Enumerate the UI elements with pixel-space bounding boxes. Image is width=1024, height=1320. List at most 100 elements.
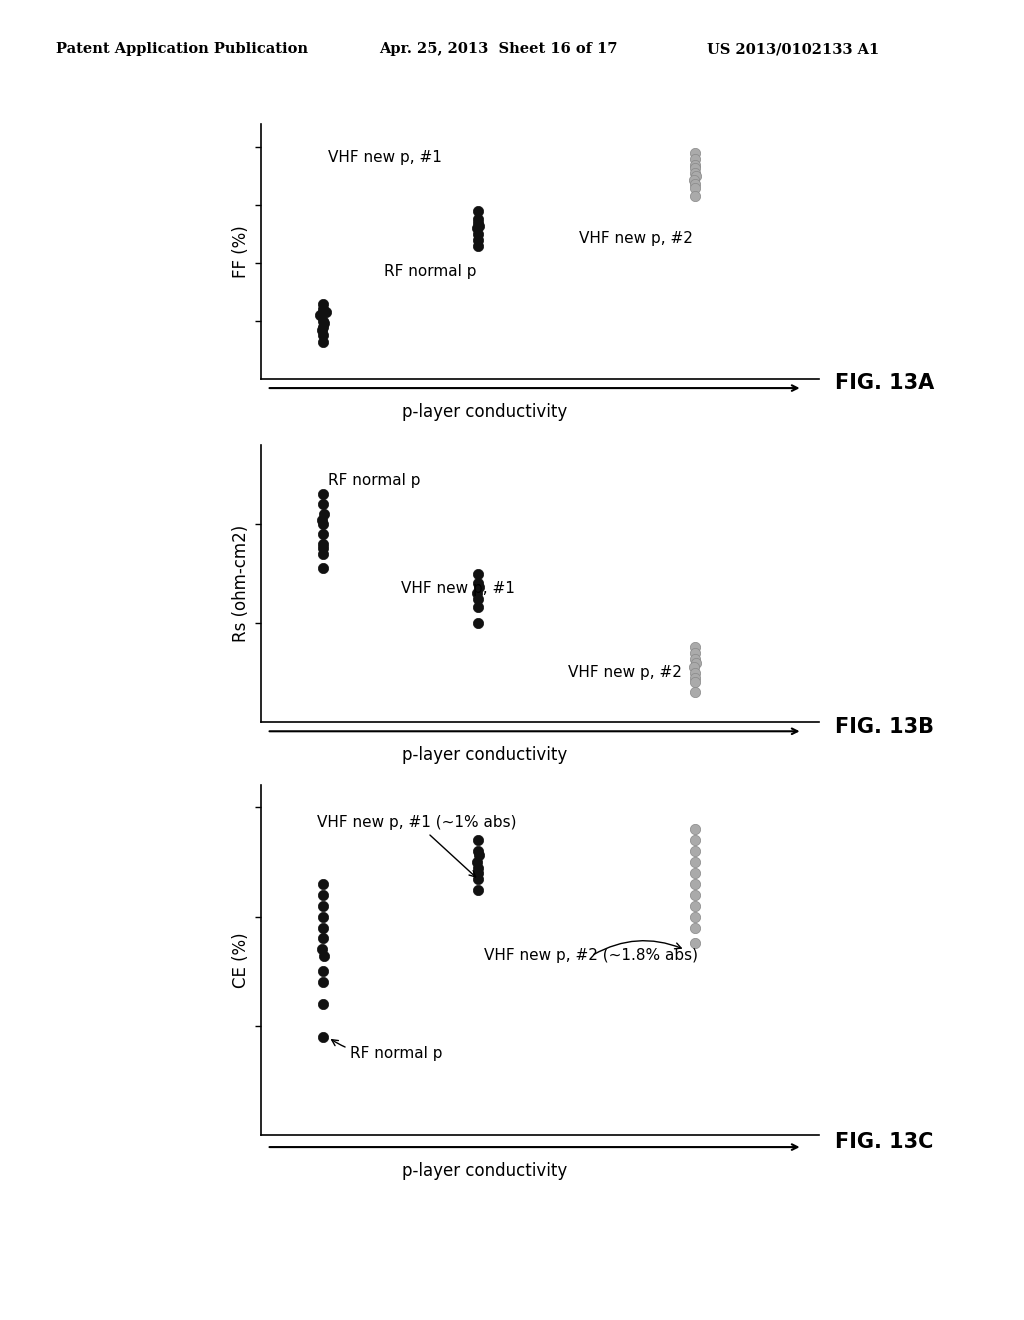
Text: FIG. 13B: FIG. 13B xyxy=(835,717,934,737)
Point xyxy=(687,841,703,862)
Point xyxy=(313,319,330,341)
Point xyxy=(470,201,486,222)
Y-axis label: Rs (ohm-cm2): Rs (ohm-cm2) xyxy=(232,525,250,642)
Point xyxy=(315,523,332,544)
Point xyxy=(687,906,703,927)
Point xyxy=(687,648,703,669)
Point xyxy=(315,972,332,993)
Point xyxy=(313,510,330,531)
Point xyxy=(686,169,702,190)
Point xyxy=(687,661,703,684)
Point xyxy=(315,895,332,916)
Point xyxy=(315,533,332,554)
Text: FIG. 13A: FIG. 13A xyxy=(835,374,934,393)
Point xyxy=(315,1026,332,1047)
Text: p-layer conductivity: p-layer conductivity xyxy=(401,1162,567,1180)
Point xyxy=(313,939,330,960)
Point xyxy=(315,513,332,535)
Point xyxy=(470,589,486,610)
Point xyxy=(470,213,486,234)
Point xyxy=(470,235,486,256)
Point xyxy=(687,185,703,206)
Point xyxy=(687,681,703,702)
Point xyxy=(315,537,332,558)
Text: VHF new p, #2: VHF new p, #2 xyxy=(568,665,682,680)
Point xyxy=(687,851,703,873)
Point xyxy=(315,331,332,352)
Text: Patent Application Publication: Patent Application Publication xyxy=(56,42,308,57)
Point xyxy=(687,818,703,840)
Point xyxy=(470,209,486,230)
Text: VHF new p, #1 (~1% abs): VHF new p, #1 (~1% abs) xyxy=(317,816,516,876)
Point xyxy=(315,906,332,927)
Point xyxy=(687,154,703,176)
Text: VHF new p, #2 (~1.8% abs): VHF new p, #2 (~1.8% abs) xyxy=(484,941,698,964)
Point xyxy=(470,858,486,879)
Text: VHF new p, #2: VHF new p, #2 xyxy=(580,231,693,247)
Text: RF normal p: RF normal p xyxy=(384,264,476,280)
Point xyxy=(470,841,486,862)
Point xyxy=(687,636,703,657)
Y-axis label: CE (%): CE (%) xyxy=(232,932,250,989)
Point xyxy=(687,177,703,198)
Point xyxy=(312,305,329,326)
Point xyxy=(686,656,702,677)
Text: FIG. 13C: FIG. 13C xyxy=(835,1133,933,1152)
Text: p-layer conductivity: p-layer conductivity xyxy=(401,403,567,421)
Point xyxy=(470,880,486,902)
Point xyxy=(315,494,332,515)
Text: VHF new p, #1: VHF new p, #1 xyxy=(400,582,514,597)
Y-axis label: FF (%): FF (%) xyxy=(232,226,250,277)
Point xyxy=(469,582,485,603)
Point xyxy=(687,874,703,895)
Point xyxy=(687,672,703,693)
Point xyxy=(315,317,332,338)
Point xyxy=(687,643,703,664)
Point xyxy=(687,895,703,916)
Point xyxy=(315,298,332,319)
Point xyxy=(315,917,332,939)
Point xyxy=(315,293,332,314)
Point xyxy=(315,325,332,346)
Point xyxy=(318,301,335,322)
Point xyxy=(687,884,703,906)
Point xyxy=(315,544,332,565)
Point xyxy=(688,652,705,673)
Point xyxy=(687,148,703,169)
Point xyxy=(470,562,486,583)
Point xyxy=(687,143,703,164)
Point xyxy=(688,165,705,186)
Point xyxy=(316,313,333,334)
Point xyxy=(470,862,486,883)
Point xyxy=(315,874,332,895)
Point xyxy=(315,884,332,906)
Point xyxy=(315,557,332,578)
Point xyxy=(687,157,703,178)
Point xyxy=(470,573,486,594)
Point xyxy=(470,829,486,850)
Point xyxy=(316,503,333,524)
Text: US 2013/0102133 A1: US 2013/0102133 A1 xyxy=(707,42,879,57)
Point xyxy=(315,483,332,504)
Point xyxy=(469,218,485,239)
Point xyxy=(469,851,485,873)
Point xyxy=(470,230,486,251)
Point xyxy=(687,829,703,850)
Point xyxy=(315,928,332,949)
Point xyxy=(470,597,486,618)
Point xyxy=(471,215,487,236)
Point xyxy=(687,932,703,953)
Point xyxy=(687,917,703,939)
Point xyxy=(687,174,703,195)
Text: p-layer conductivity: p-layer conductivity xyxy=(401,746,567,764)
Text: RF normal p: RF normal p xyxy=(332,1040,443,1061)
Text: Apr. 25, 2013  Sheet 16 of 17: Apr. 25, 2013 Sheet 16 of 17 xyxy=(379,42,617,57)
Point xyxy=(315,310,332,331)
Point xyxy=(471,577,487,598)
Point xyxy=(471,845,487,866)
Point xyxy=(470,223,486,244)
Point xyxy=(687,862,703,883)
Point xyxy=(316,945,333,966)
Point xyxy=(470,869,486,890)
Point xyxy=(315,994,332,1015)
